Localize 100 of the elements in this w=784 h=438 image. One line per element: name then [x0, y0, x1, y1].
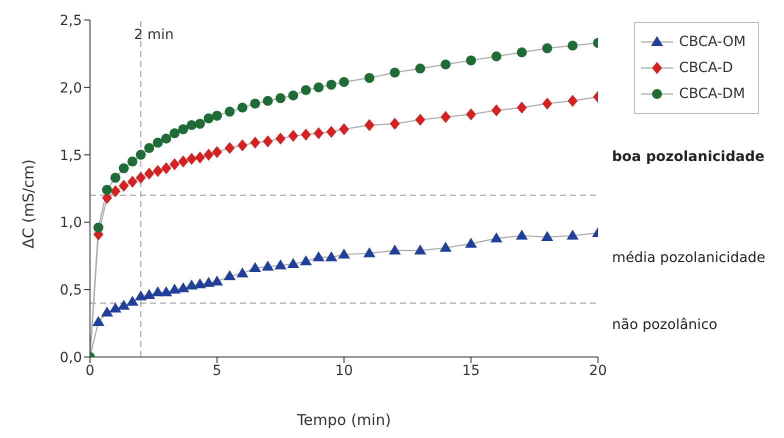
x-tick-label: 20 — [589, 362, 607, 379]
text: boa pozolanicidade — [612, 148, 764, 165]
point — [194, 151, 205, 164]
point — [568, 94, 578, 107]
point — [170, 158, 180, 170]
point — [170, 128, 180, 138]
point — [143, 288, 156, 299]
legend-label: CBCA-DM — [678, 85, 746, 104]
point — [288, 90, 298, 100]
point — [568, 40, 578, 51]
x-axis-title: Tempo (min) — [296, 411, 391, 429]
point — [237, 102, 248, 113]
point — [126, 296, 138, 306]
point — [325, 251, 338, 262]
point — [465, 238, 477, 248]
point — [136, 150, 146, 160]
point — [109, 302, 122, 312]
x-tick-label: 0 — [86, 362, 94, 379]
point — [466, 108, 476, 120]
point — [312, 251, 325, 262]
point — [118, 180, 129, 192]
point — [542, 98, 552, 110]
point — [262, 260, 274, 271]
text: média pozolanicidade — [612, 250, 766, 266]
y-tick-label: 1,0 — [60, 215, 82, 232]
point — [194, 118, 205, 129]
point — [276, 93, 286, 104]
point — [110, 185, 120, 198]
point — [202, 276, 215, 287]
point — [118, 300, 130, 310]
y-tick-label: 0,5 — [60, 282, 82, 299]
point — [262, 135, 273, 148]
point — [390, 68, 400, 78]
point — [440, 59, 451, 70]
point — [491, 104, 502, 116]
point — [177, 282, 190, 292]
point — [326, 80, 336, 90]
point — [127, 176, 138, 188]
point — [490, 232, 502, 242]
x-tick-label: 10 — [335, 362, 353, 379]
y-tick-label: 2,0 — [60, 80, 82, 96]
point — [300, 128, 311, 141]
y-tick-label: 1,5 — [60, 148, 82, 164]
point — [339, 77, 349, 88]
point — [168, 284, 181, 294]
point — [542, 43, 552, 54]
point — [388, 244, 401, 255]
point — [363, 247, 376, 258]
point — [440, 242, 452, 252]
point — [390, 118, 400, 130]
point — [274, 259, 286, 270]
point — [178, 124, 188, 134]
ref-line-label: 2 min — [134, 26, 174, 43]
point — [110, 172, 120, 183]
point — [211, 276, 223, 286]
point — [212, 146, 222, 158]
point — [194, 278, 206, 288]
point — [212, 110, 222, 121]
point — [364, 72, 374, 83]
point — [161, 162, 172, 174]
point — [314, 82, 324, 92]
point — [250, 98, 260, 109]
point — [224, 270, 236, 280]
point — [314, 127, 324, 140]
point — [204, 148, 214, 161]
point — [237, 139, 248, 152]
point — [224, 142, 235, 154]
point — [161, 134, 172, 144]
y-tick-label: 2,5 — [60, 12, 82, 29]
point — [160, 286, 172, 296]
point — [440, 111, 451, 124]
point — [288, 130, 298, 142]
point — [364, 119, 374, 132]
point — [93, 222, 104, 233]
point — [136, 172, 146, 184]
point — [300, 85, 311, 96]
point — [249, 262, 262, 272]
point — [516, 47, 527, 58]
point — [415, 114, 426, 126]
y-tick-label: 0,0 — [60, 350, 82, 366]
point — [118, 163, 129, 174]
y-axis-title: ΔC (mS/cm) — [19, 159, 38, 248]
point — [186, 120, 197, 130]
text: não pozolânico — [612, 317, 718, 334]
point — [224, 106, 235, 117]
point — [144, 168, 154, 180]
point — [415, 64, 426, 74]
point — [144, 143, 154, 154]
point — [152, 164, 163, 177]
x-tick-label: 15 — [462, 362, 480, 379]
point — [127, 156, 138, 167]
point — [134, 290, 147, 300]
point — [491, 51, 502, 62]
point — [236, 267, 248, 278]
point — [186, 280, 198, 290]
point — [414, 244, 426, 255]
point — [466, 55, 476, 66]
point — [102, 184, 112, 195]
point — [101, 306, 114, 317]
point — [186, 152, 197, 165]
